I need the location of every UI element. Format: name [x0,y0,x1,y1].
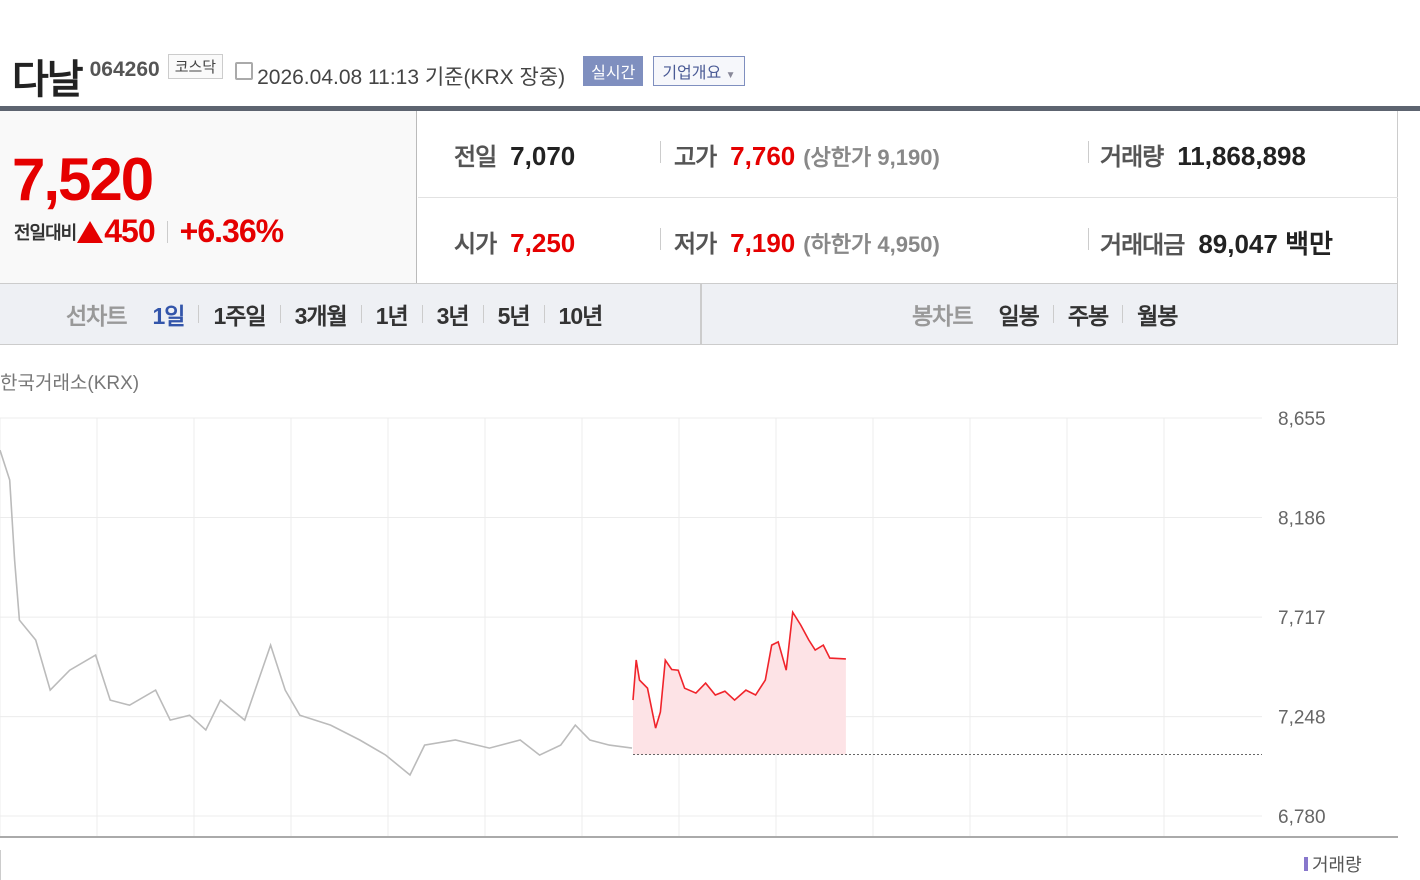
realtime-button[interactable]: 실시간 [583,56,644,86]
tab-line_tabs-4[interactable]: 3년 [436,303,470,329]
chevron-down-icon: ▼ [725,70,736,81]
divider [700,284,702,344]
quote-datetime: 2026.04.08 11:13 기준(KRX 장중) [257,66,566,89]
stat-open: 시가 7,250 [454,224,575,259]
stat-label: 거래량 [1100,144,1164,171]
divider [660,141,661,163]
stat-volume: 거래량 11,868,898 [1100,137,1306,172]
divider [1088,141,1089,163]
tab-line_tabs-2[interactable]: 3개월 [294,303,348,329]
divider [1122,305,1124,323]
divider [482,305,484,323]
stat-value: 89,047 백만 [1198,229,1333,259]
company-overview-dropdown[interactable]: 기업개요 ▼ [653,56,745,86]
candle-chart-tabs: 봉차트 일봉 주봉 월봉 [912,284,1178,344]
tab-candle_tabs-1[interactable]: 주봉 [1067,303,1109,329]
stats-row: 전일 7,070 고가 7,760 (상한가 9,190) 거래량 11,868,898 [418,111,1398,197]
price-chart[interactable]: 8,655 8,186 7,717 7,248 6,780 [0,400,1398,840]
divider [1088,228,1089,250]
stat-amount: 거래대금 89,047 백만 [1100,224,1333,261]
stat-label: 저가 [674,231,717,258]
stock-code: 064260 [89,58,160,81]
change-label: 전일대비 [14,222,77,243]
divider [543,305,545,323]
divider [0,850,1,880]
divider [279,305,281,323]
stat-low: 저가 7,190 (하한가 4,950) [674,224,940,259]
stat-value: 11,868,898 [1177,141,1306,171]
lower-limit: (하한가 4,950) [803,232,940,257]
tab-line_tabs-3[interactable]: 1년 [375,303,409,329]
upper-limit: (상한가 9,190) [803,145,940,170]
line-chart-tabs: 선차트 1일 1주일 3개월 1년 3년 5년 10년 [66,284,604,344]
change-percent: +6.36% [179,213,284,249]
header-divider [0,106,1420,111]
tab-candle_tabs-2[interactable]: 월봉 [1137,303,1178,329]
stat-label: 전일 [454,144,497,171]
today-price-line [632,609,846,729]
current-price: 7,520 [12,146,154,213]
tab-line_tabs-5[interactable]: 5년 [497,303,531,329]
stock-name: 다날 [12,58,84,102]
divider [660,228,661,250]
divider [1052,305,1054,323]
stat-high: 고가 7,760 (상한가 9,190) [674,137,940,172]
market-badge: 코스닥 [167,54,224,79]
chart-period-tabs: 선차트 1일 1주일 3개월 1년 3년 5년 10년 봉차트 일봉 주봉 월봉 [0,283,1398,345]
calendar-clock-icon [235,62,254,80]
divider [360,305,362,323]
today-area-fill [633,612,846,755]
tab-candle_tabs-0[interactable]: 일봉 [998,303,1039,329]
volume-label: 거래량 [1312,855,1362,875]
stat-prev-close: 전일 7,070 [454,137,575,172]
stat-label: 시가 [454,231,497,258]
stat-value: 7,190 [730,228,796,258]
divider [198,305,200,323]
y-tick-label: 6,780 [1278,807,1326,828]
stat-value: 7,760 [730,141,796,171]
previous-price-line [0,449,633,777]
volume-swatch-icon [1304,857,1308,871]
divider [166,220,168,243]
y-tick-label: 8,655 [1278,409,1326,430]
stats-table: 전일 7,070 고가 7,760 (상한가 9,190) 거래량 11,868,898… [418,111,1398,283]
change-amount: 450 [104,213,155,249]
stat-value: 7,250 [510,228,576,258]
stat-label: 고가 [674,144,717,171]
candle-chart-label: 봉차트 [912,303,973,329]
stats-row: 시가 7,250 저가 7,190 (하한가 4,950) 거래대금 89,047 백만 [418,197,1398,283]
y-tick-label: 8,186 [1278,509,1326,530]
chart-bottom-border [0,836,1398,838]
stock-header: 다날 064260 코스닥 2026.04.08 11:13 기준(KRX 장중… [12,52,745,102]
line-chart-label: 선차트 [66,303,127,329]
up-triangle-icon [77,220,104,243]
price-box: 7,520 전일대비 450 +6.36% [0,111,417,283]
stat-value: 7,070 [510,141,576,171]
overview-label: 기업개요 [662,65,722,82]
tab-line_tabs-6[interactable]: 10년 [558,303,604,329]
tab-line_tabs-0[interactable]: 1일 [152,303,185,329]
volume-legend: 거래량 [1304,851,1362,877]
divider [421,305,423,323]
price-change: 전일대비 450 +6.36% [14,213,284,250]
y-tick-label: 7,717 [1278,608,1326,629]
tab-line_tabs-1[interactable]: 1주일 [213,303,266,329]
stat-label: 거래대금 [1100,232,1185,259]
exchange-label: 한국거래소(KRX) [0,373,140,394]
y-tick-label: 7,248 [1278,708,1326,729]
